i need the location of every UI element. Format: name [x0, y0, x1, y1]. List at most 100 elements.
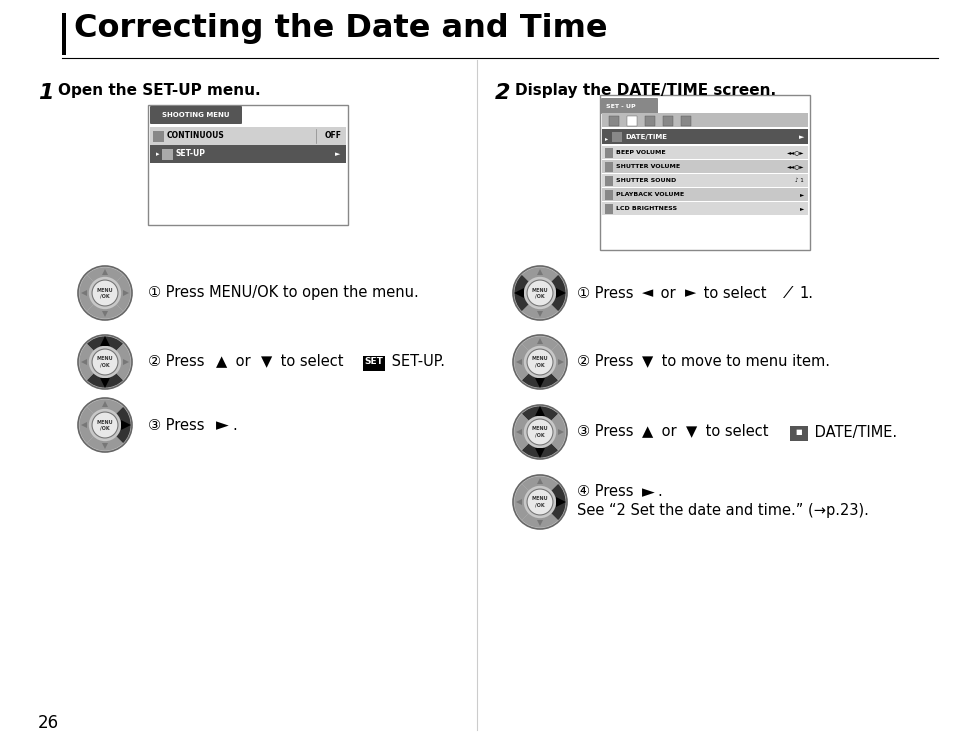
Text: to select: to select	[275, 355, 348, 369]
Circle shape	[513, 335, 566, 389]
Wedge shape	[87, 399, 123, 414]
Wedge shape	[514, 344, 528, 380]
Text: BEEP VOLUME: BEEP VOLUME	[616, 150, 665, 156]
FancyBboxPatch shape	[363, 356, 385, 371]
Text: or: or	[657, 424, 680, 439]
Circle shape	[91, 280, 118, 306]
FancyBboxPatch shape	[599, 95, 809, 250]
Text: SHOOTING MENU: SHOOTING MENU	[162, 112, 230, 118]
Circle shape	[526, 419, 553, 445]
Text: ▼: ▼	[641, 355, 653, 369]
Wedge shape	[521, 513, 558, 528]
FancyBboxPatch shape	[148, 105, 348, 225]
Wedge shape	[79, 275, 93, 311]
Text: ►: ►	[684, 285, 696, 300]
Text: ⁄: ⁄	[786, 285, 789, 300]
Text: SET-UP.: SET-UP.	[387, 355, 444, 369]
Text: Correcting the Date and Time: Correcting the Date and Time	[74, 14, 607, 45]
Text: MENU: MENU	[96, 288, 113, 292]
Text: /OK: /OK	[535, 503, 544, 507]
Text: ③ Press: ③ Press	[148, 418, 209, 433]
Text: Display the DATE/TIME screen.: Display the DATE/TIME screen.	[515, 83, 776, 98]
Text: to select: to select	[700, 424, 772, 439]
Text: ▼: ▼	[261, 355, 272, 369]
Text: MENU: MENU	[531, 427, 548, 432]
Text: LCD BRIGHTNESS: LCD BRIGHTNESS	[616, 207, 677, 211]
Wedge shape	[87, 304, 123, 319]
Text: 1.: 1.	[799, 285, 812, 300]
Text: or: or	[231, 355, 255, 369]
Circle shape	[526, 489, 553, 515]
Wedge shape	[521, 443, 558, 458]
Wedge shape	[116, 407, 131, 443]
FancyBboxPatch shape	[601, 188, 807, 201]
Text: to move to menu item.: to move to menu item.	[657, 355, 829, 369]
Text: .: .	[657, 485, 661, 500]
Text: ♪ 1: ♪ 1	[795, 178, 803, 183]
Wedge shape	[116, 344, 131, 380]
Circle shape	[513, 405, 566, 459]
Wedge shape	[79, 407, 93, 443]
Wedge shape	[79, 344, 93, 380]
Text: ►: ►	[641, 483, 654, 501]
Circle shape	[78, 398, 132, 452]
Text: SET: SET	[364, 358, 383, 366]
Text: DATE/TIME: DATE/TIME	[624, 134, 666, 140]
Text: /OK: /OK	[100, 294, 110, 298]
FancyBboxPatch shape	[601, 146, 807, 159]
Text: /OK: /OK	[535, 294, 544, 298]
Text: ② Press: ② Press	[577, 355, 638, 369]
Text: PLAYBACK VOLUME: PLAYBACK VOLUME	[616, 193, 683, 198]
FancyBboxPatch shape	[150, 127, 346, 145]
FancyBboxPatch shape	[601, 113, 807, 127]
Wedge shape	[521, 304, 558, 319]
Circle shape	[513, 475, 566, 529]
Text: /OK: /OK	[535, 362, 544, 368]
Text: ④ Press: ④ Press	[577, 485, 638, 500]
Text: ▲: ▲	[641, 424, 653, 439]
Text: ►: ►	[799, 207, 803, 211]
Text: ▸: ▸	[604, 136, 607, 141]
Text: to select: to select	[699, 285, 770, 300]
Text: MENU: MENU	[531, 497, 548, 501]
Text: ▸: ▸	[156, 151, 159, 157]
Text: ③ Press: ③ Press	[577, 424, 638, 439]
Text: ▼: ▼	[685, 424, 697, 439]
FancyBboxPatch shape	[627, 116, 637, 125]
Text: ◄◄○►: ◄◄○►	[785, 165, 803, 170]
FancyBboxPatch shape	[601, 129, 807, 144]
FancyBboxPatch shape	[612, 132, 621, 142]
Text: /OK: /OK	[100, 362, 110, 368]
FancyBboxPatch shape	[789, 426, 807, 441]
Wedge shape	[551, 414, 565, 450]
Text: ►: ►	[798, 134, 803, 140]
Text: ►: ►	[335, 151, 339, 157]
Text: ① Press: ① Press	[577, 285, 638, 300]
Text: MENU: MENU	[531, 288, 548, 292]
Text: DATE/TIME.: DATE/TIME.	[809, 424, 896, 439]
Wedge shape	[551, 275, 565, 311]
Wedge shape	[87, 267, 123, 282]
Text: MENU: MENU	[96, 420, 113, 424]
Wedge shape	[551, 484, 565, 520]
Text: SET - UP: SET - UP	[605, 103, 635, 109]
Text: ◄◄○►: ◄◄○►	[785, 150, 803, 156]
Text: OFF: OFF	[324, 131, 341, 140]
Wedge shape	[521, 336, 558, 350]
Wedge shape	[514, 414, 528, 450]
Text: ① Press MENU/OK to open the menu.: ① Press MENU/OK to open the menu.	[148, 285, 418, 300]
Circle shape	[78, 266, 132, 320]
Wedge shape	[521, 374, 558, 387]
Wedge shape	[514, 275, 528, 311]
Circle shape	[91, 412, 118, 438]
FancyBboxPatch shape	[150, 145, 346, 163]
Text: 2: 2	[495, 83, 510, 103]
FancyBboxPatch shape	[600, 98, 658, 114]
FancyBboxPatch shape	[152, 131, 164, 142]
Wedge shape	[521, 406, 558, 421]
FancyBboxPatch shape	[680, 116, 691, 125]
Text: MENU: MENU	[96, 356, 113, 362]
Text: or: or	[656, 285, 679, 300]
Text: SHUTTER VOLUME: SHUTTER VOLUME	[616, 165, 679, 170]
FancyBboxPatch shape	[604, 190, 613, 200]
